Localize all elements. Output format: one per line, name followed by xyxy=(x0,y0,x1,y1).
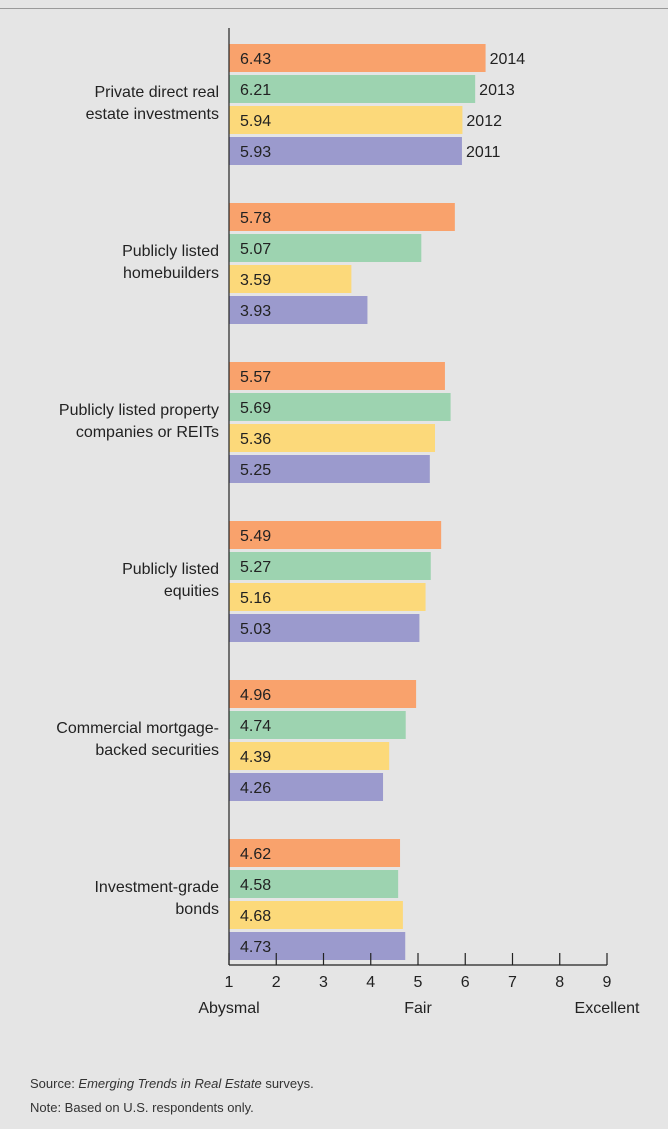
bar-value-label: 5.94 xyxy=(240,113,271,130)
bar-value-label: 5.16 xyxy=(240,590,271,607)
x-tick-label: 4 xyxy=(366,974,375,991)
bar-2011-1 xyxy=(229,137,462,165)
scale-label-abysmal: Abysmal xyxy=(198,1000,259,1017)
bar-value-label: 4.58 xyxy=(240,877,271,894)
category-label: companies or REITs xyxy=(76,424,219,441)
bar-value-label: 5.57 xyxy=(240,369,271,386)
scale-label-fair: Fair xyxy=(404,1000,432,1017)
legend-year-2011: 2011 xyxy=(466,144,501,161)
bar-2012-1 xyxy=(229,106,463,134)
source-prefix: Source: xyxy=(30,1076,79,1091)
bar-2013-5 xyxy=(229,711,406,739)
source-suffix: surveys. xyxy=(261,1076,314,1091)
bar-value-label: 5.25 xyxy=(240,462,271,479)
chart-notes: Source: Emerging Trends in Real Estate s… xyxy=(30,1072,314,1120)
category-label: Private direct real xyxy=(95,84,220,101)
category-label: equities xyxy=(164,583,219,600)
bar-2013-6 xyxy=(229,870,399,898)
bar-2014-5 xyxy=(229,680,417,708)
bar-value-label: 5.27 xyxy=(240,559,271,576)
bar-value-label: 5.03 xyxy=(240,621,271,638)
bar-value-label: 5.36 xyxy=(240,431,271,448)
bar-2012-4 xyxy=(229,583,426,611)
bar-value-label: 5.69 xyxy=(240,400,271,417)
bar-value-label: 5.07 xyxy=(240,241,271,258)
x-tick-label: 3 xyxy=(319,974,328,991)
bar-value-label: 4.39 xyxy=(240,749,271,766)
category-label: estate investments xyxy=(86,106,219,123)
bar-2011-5 xyxy=(229,773,384,801)
bar-2011-6 xyxy=(229,932,406,960)
bar-value-label: 5.78 xyxy=(240,210,271,227)
source-title: Emerging Trends in Real Estate xyxy=(78,1076,262,1091)
bar-value-label: 4.62 xyxy=(240,846,271,863)
bar-2014-1 xyxy=(229,44,486,72)
bar-2012-5 xyxy=(229,742,390,770)
x-tick-label: 1 xyxy=(225,974,234,991)
bar-2013-1 xyxy=(229,75,476,103)
bar-value-label: 6.21 xyxy=(240,82,271,99)
bar-2012-2 xyxy=(229,265,352,293)
x-tick-label: 7 xyxy=(508,974,517,991)
source-line: Source: Emerging Trends in Real Estate s… xyxy=(30,1072,314,1096)
category-label: homebuilders xyxy=(123,265,219,282)
x-tick-label: 9 xyxy=(603,974,612,991)
bar-2011-3 xyxy=(229,455,430,483)
category-label: Publicly listed xyxy=(122,243,219,260)
bar-2011-4 xyxy=(229,614,420,642)
bar-2014-2 xyxy=(229,203,455,231)
category-label: bonds xyxy=(175,901,219,918)
bar-2014-3 xyxy=(229,362,445,390)
category-label: Investment-grade xyxy=(94,879,219,896)
x-tick-label: 8 xyxy=(555,974,564,991)
bar-value-label: 5.93 xyxy=(240,144,271,161)
bar-2012-6 xyxy=(229,901,403,929)
bar-chart: 6.43 2014 6.21 2013 5.94 2012 5.93 2011 Private … xyxy=(56,28,640,1017)
bar-value-label: 5.49 xyxy=(240,528,271,545)
bar-value-label: 4.26 xyxy=(240,780,271,797)
top-rule xyxy=(0,8,668,9)
scale-label-excellent: Excellent xyxy=(575,1000,640,1017)
bar-2014-6 xyxy=(229,839,401,867)
bar-value-label: 4.68 xyxy=(240,908,271,925)
bar-value-label: 6.43 xyxy=(240,51,271,68)
x-tick-label: 2 xyxy=(272,974,281,991)
x-tick-label: 5 xyxy=(414,974,423,991)
legend-year-2014: 2014 xyxy=(490,51,526,68)
category-label: Publicly listed property xyxy=(59,402,219,419)
bar-2013-4 xyxy=(229,552,431,580)
bar-2013-3 xyxy=(229,393,451,421)
bar-2014-4 xyxy=(229,521,442,549)
category-label: Publicly listed xyxy=(122,561,219,578)
category-label: backed securities xyxy=(95,742,219,759)
legend-year-2013: 2013 xyxy=(479,82,515,99)
legend-year-2012: 2012 xyxy=(466,113,502,130)
x-tick-label: 6 xyxy=(461,974,470,991)
bar-value-label: 4.73 xyxy=(240,939,271,956)
bar-2013-2 xyxy=(229,234,422,262)
bar-value-label: 4.74 xyxy=(240,718,271,735)
note-line: Note: Based on U.S. respondents only. xyxy=(30,1100,254,1115)
bar-2011-2 xyxy=(229,296,368,324)
bar-2012-3 xyxy=(229,424,436,452)
bar-value-label: 3.93 xyxy=(240,303,271,320)
category-label: Commercial mortgage- xyxy=(56,720,219,737)
bar-value-label: 4.96 xyxy=(240,687,271,704)
bar-value-label: 3.59 xyxy=(240,272,271,289)
